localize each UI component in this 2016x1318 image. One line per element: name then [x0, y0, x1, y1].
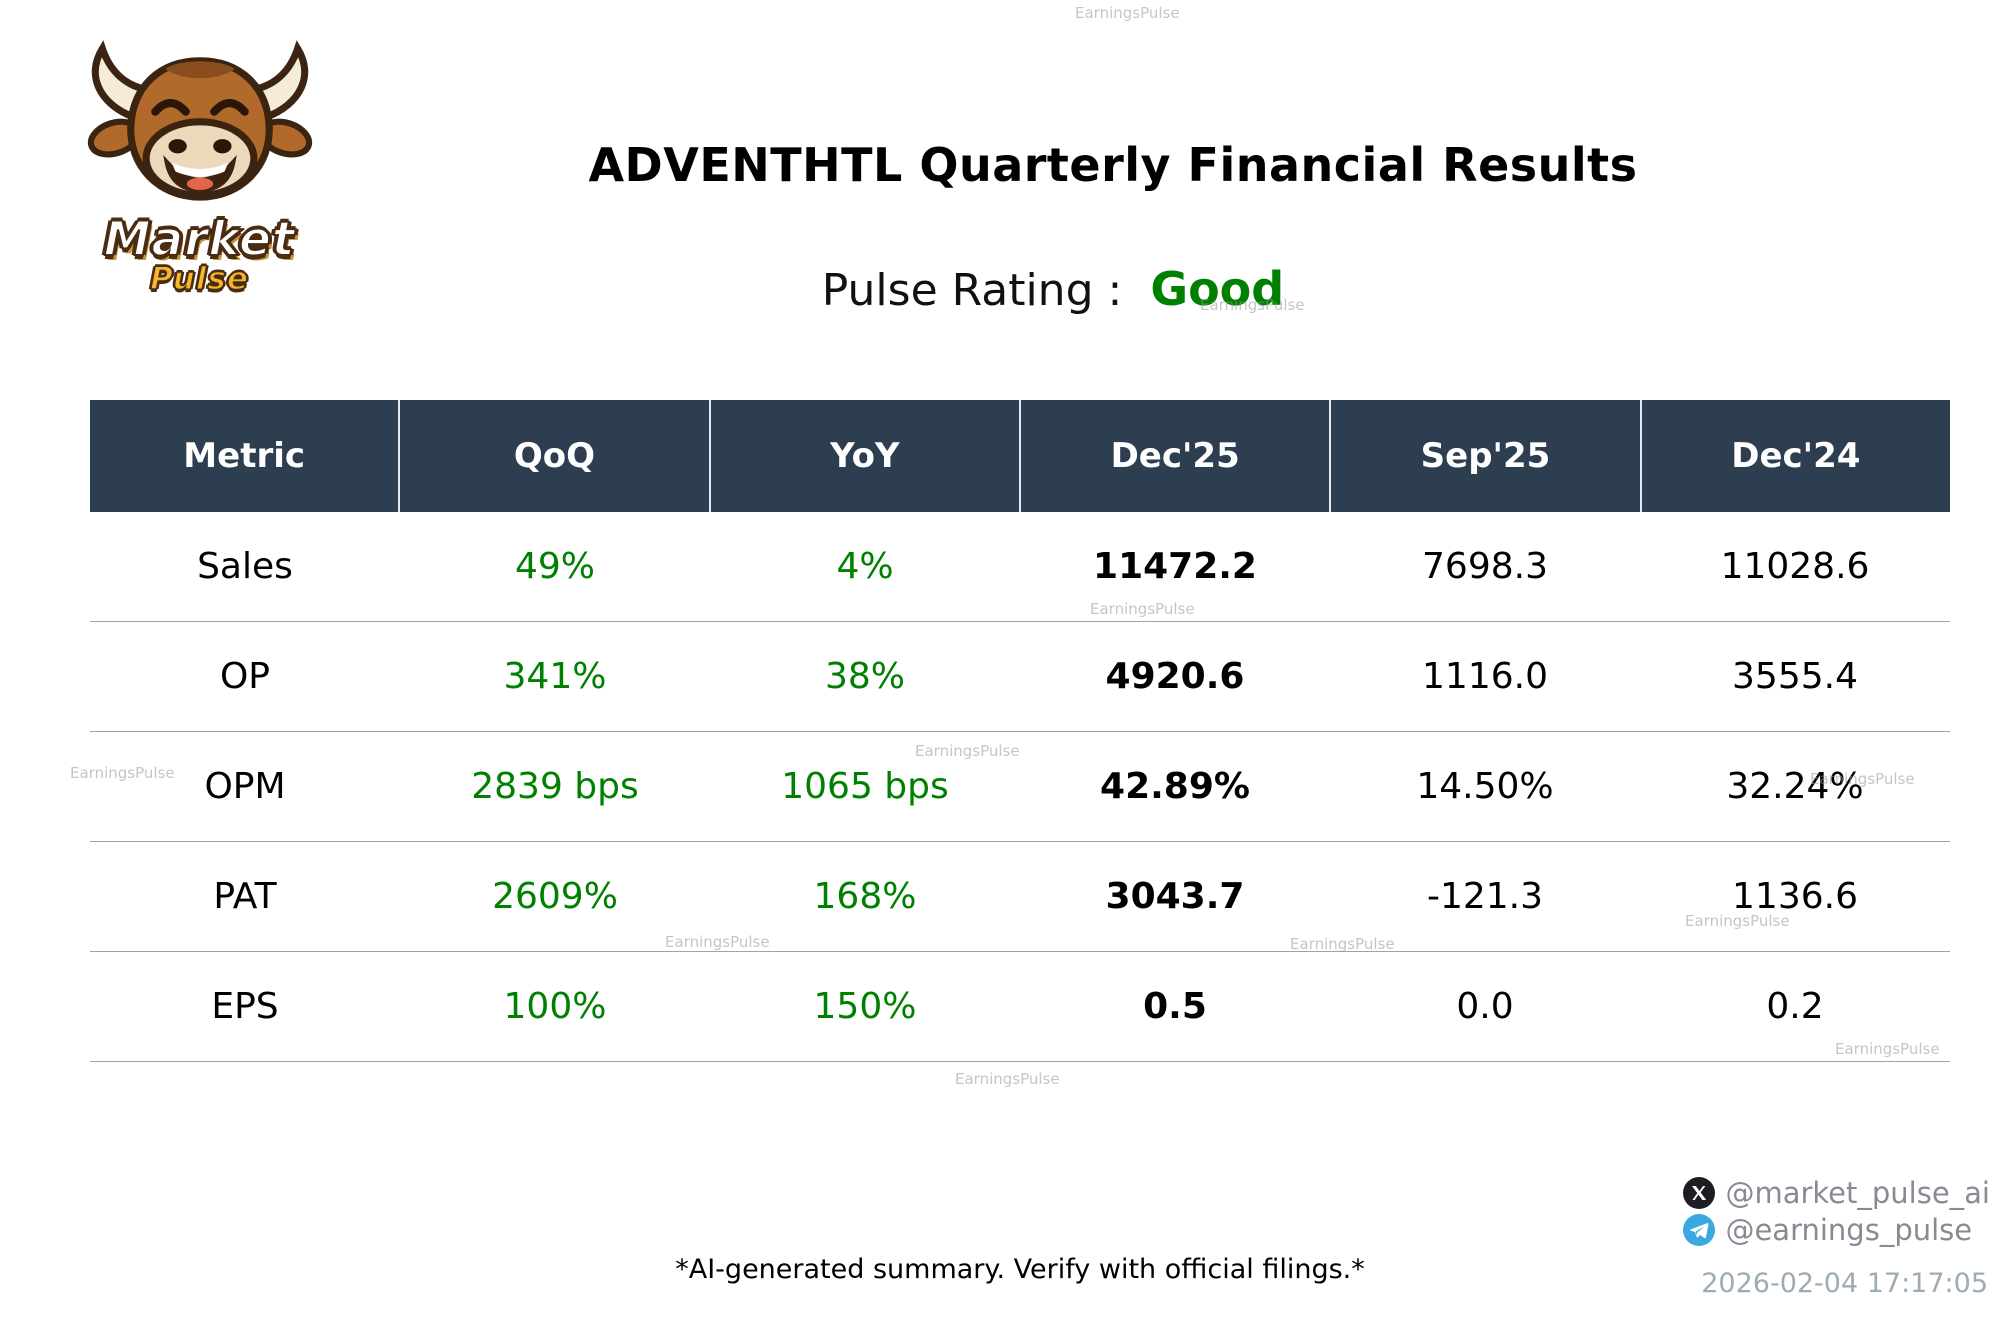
ai-disclaimer: *AI-generated summary. Verify with offic…: [675, 1254, 1365, 1285]
sep25-value: -121.3: [1426, 876, 1544, 917]
dec24-value: 3555.4: [1732, 656, 1858, 697]
pulse-rating-label: Pulse Rating :: [821, 265, 1123, 316]
qoq-value: 341%: [503, 656, 607, 697]
col-header-dec25: Dec'25: [1021, 400, 1332, 512]
dec25-value: 0.5: [1143, 986, 1207, 1027]
table-header-row: Metric QoQ YoY Dec'25 Sep'25 Dec'24: [90, 400, 1950, 512]
sep25-value: 14.50%: [1416, 766, 1554, 807]
yoy-value: 4%: [836, 546, 894, 587]
x-handle-text: @market_pulse_ai: [1725, 1176, 1990, 1210]
x-handle-row[interactable]: @market_pulse_ai: [1683, 1176, 1990, 1210]
bull-mascot-icon: [87, 40, 312, 201]
qoq-value: 49%: [514, 546, 595, 587]
telegram-handle-text: @earnings_pulse: [1725, 1213, 1973, 1247]
metric-label: PAT: [213, 876, 277, 917]
table-row-sales: Sales 49% 4% 11472.2 7698.3 11028.6: [90, 512, 1950, 622]
table-row-op: OP 341% 38% 4920.6 1116.0 3555.4: [90, 622, 1950, 732]
metric-label: Sales: [197, 546, 293, 587]
metric-label: OPM: [204, 766, 286, 807]
col-header-yoy: YoY: [711, 400, 1021, 512]
sep25-value: 1116.0: [1422, 656, 1548, 697]
financial-results-table: Metric QoQ YoY Dec'25 Sep'25 Dec'24 Sale…: [90, 400, 1950, 1062]
telegram-icon: [1683, 1214, 1716, 1246]
pulse-rating: Pulse Rating : Good: [90, 262, 2016, 316]
logo-wordmark-pulse: Pulse: [149, 261, 249, 297]
metric-label: OP: [219, 656, 271, 697]
dec24-value: 1136.6: [1732, 876, 1858, 917]
generated-timestamp: 2026-02-04 17:17:05: [1701, 1268, 1988, 1299]
dec25-value: 3043.7: [1105, 876, 1245, 917]
yoy-value: 1065 bps: [781, 766, 949, 807]
qoq-value: 100%: [503, 986, 607, 1027]
col-header-metric: Metric: [90, 400, 401, 512]
metric-label: EPS: [211, 986, 279, 1027]
sep25-value: 0.0: [1456, 986, 1514, 1027]
logo-wordmark-market: Market: [103, 212, 296, 267]
sep25-value: 7698.3: [1422, 546, 1548, 587]
social-handles: @market_pulse_ai @earnings_pulse: [1683, 1176, 1990, 1250]
watermark: EarningsPulse: [1075, 4, 1180, 22]
page-title: ADVENTHTL Quarterly Financial Results: [588, 138, 1638, 192]
dec25-value: 11472.2: [1093, 546, 1257, 587]
qoq-value: 2839 bps: [471, 766, 639, 807]
yoy-value: 150%: [813, 986, 917, 1027]
yoy-value: 38%: [824, 656, 905, 697]
table-row-pat: PAT 2609% 168% 3043.7 -121.3 1136.6: [90, 842, 1950, 952]
col-header-qoq: QoQ: [400, 400, 711, 512]
col-header-sep25: Sep'25: [1331, 400, 1642, 512]
dec25-value: 4920.6: [1105, 656, 1245, 697]
yoy-value: 168%: [813, 876, 917, 917]
table-row-eps: EPS 100% 150% 0.5 0.0 0.2: [90, 952, 1950, 1062]
watermark: EarningsPulse: [955, 1070, 1060, 1088]
x-twitter-icon: [1683, 1177, 1716, 1209]
pulse-rating-value: Good: [1150, 262, 1285, 316]
table-row-opm: OPM 2839 bps 1065 bps 42.89% 14.50% 32.2…: [90, 732, 1950, 842]
dec25-value: 42.89%: [1100, 766, 1250, 807]
col-header-dec24: Dec'24: [1731, 436, 1861, 476]
market-pulse-logo: Market Pulse: [52, 36, 347, 296]
telegram-handle-row[interactable]: @earnings_pulse: [1683, 1213, 1990, 1247]
dec24-value: 0.2: [1766, 986, 1824, 1027]
dec24-value: 32.24%: [1726, 766, 1864, 807]
dec24-value: 11028.6: [1720, 546, 1870, 587]
qoq-value: 2609%: [492, 876, 618, 917]
